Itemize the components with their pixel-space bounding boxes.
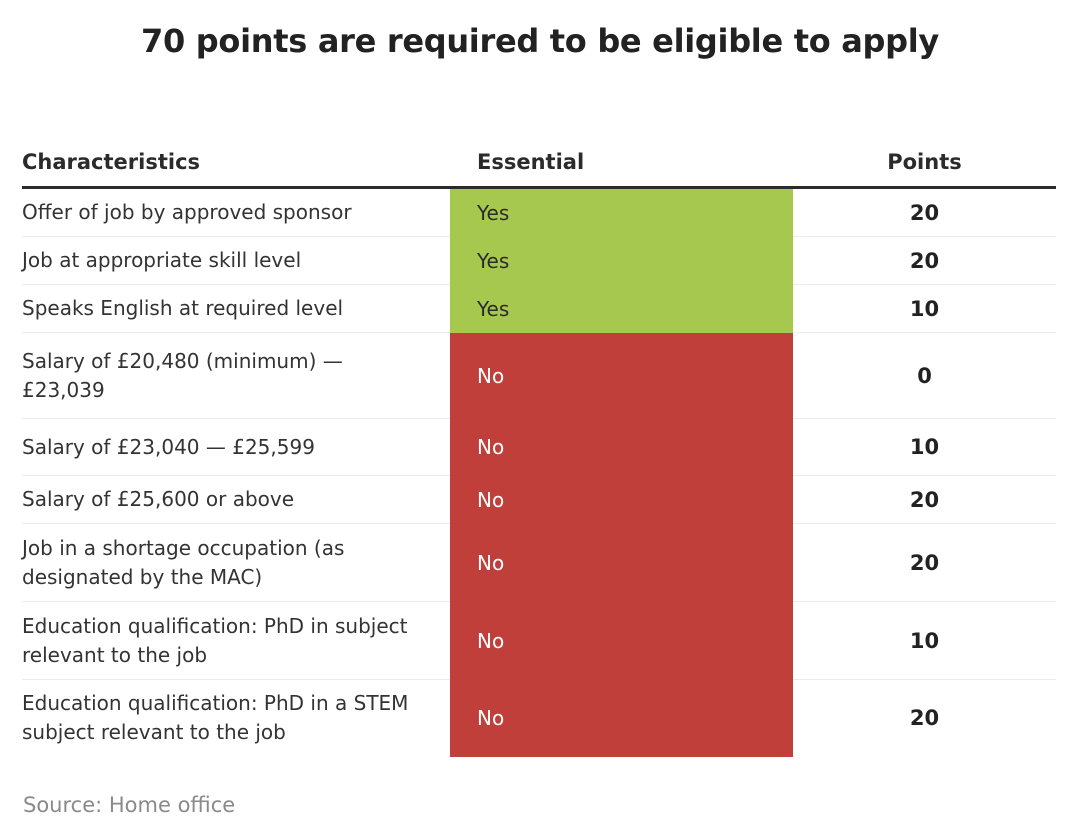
- essential-cell: Yes: [450, 236, 793, 285]
- characteristic-cell: Salary of £25,600 or above: [22, 475, 450, 524]
- points-cell: 0: [793, 332, 1056, 419]
- points-cell: 10: [793, 601, 1056, 680]
- table-row: Offer of job by approved sponsor Yes 20: [22, 187, 1056, 237]
- column-header-essential: Essential: [450, 138, 793, 189]
- table-row: Salary of £23,040 — £25,599 No 10: [22, 418, 1056, 476]
- points-cell: 20: [793, 523, 1056, 602]
- points-cell: 10: [793, 418, 1056, 476]
- essential-cell: No: [450, 601, 793, 680]
- table-body: Offer of job by approved sponsor Yes 20 Job…: [22, 187, 1056, 757]
- source-note: Source: Home office: [23, 793, 236, 817]
- characteristic-cell: Salary of £23,040 — £25,599: [22, 418, 450, 476]
- essential-cell: Yes: [450, 187, 793, 237]
- points-cell: 20: [793, 236, 1056, 285]
- points-cell: 20: [793, 187, 1056, 237]
- column-header-points: Points: [793, 138, 1056, 189]
- points-cell: 20: [909, 706, 940, 731]
- table-row: Job at appropriate skill level Yes 20: [22, 236, 1056, 285]
- characteristic-cell: Education qualification: PhD in a STEM s…: [22, 691, 409, 745]
- table-row: Speaks English at required level Yes 10: [22, 284, 1056, 333]
- points-table: Characteristics Essential Points Offer o…: [22, 138, 1056, 757]
- chart-title: 70 points are required to be eligible to…: [141, 22, 939, 60]
- essential-cell: Yes: [450, 284, 793, 333]
- essential-cell: No: [450, 418, 793, 476]
- characteristic-cell: Salary of £20,480 (minimum) — £23,039: [22, 332, 450, 419]
- characteristic-cell: Job at appropriate skill level: [22, 236, 450, 285]
- characteristic-cell: Speaks English at required level: [22, 284, 450, 333]
- table-row: Education qualification: PhD in a STEM s…: [22, 679, 1056, 757]
- characteristic-cell: Education qualification: PhD in subject …: [22, 601, 450, 680]
- essential-cell: No: [450, 475, 793, 524]
- table-header-row: Characteristics Essential Points: [22, 138, 1056, 189]
- table-row: Job in a shortage occupation (as designa…: [22, 523, 1056, 602]
- column-header-characteristics: Characteristics: [22, 138, 450, 189]
- essential-cell: No: [450, 679, 793, 757]
- table-row: Salary of £25,600 or above No 20: [22, 475, 1056, 524]
- essential-cell: No: [450, 332, 793, 419]
- essential-cell: No: [450, 523, 793, 602]
- characteristic-cell: Job in a shortage occupation (as designa…: [22, 523, 450, 602]
- characteristic-cell: Offer of job by approved sponsor: [22, 187, 450, 237]
- table-row: Education qualification: PhD in subject …: [22, 601, 1056, 680]
- table-row: Salary of £20,480 (minimum) — £23,039 No 0: [22, 332, 1056, 419]
- points-cell: 20: [793, 475, 1056, 524]
- points-cell: 10: [793, 284, 1056, 333]
